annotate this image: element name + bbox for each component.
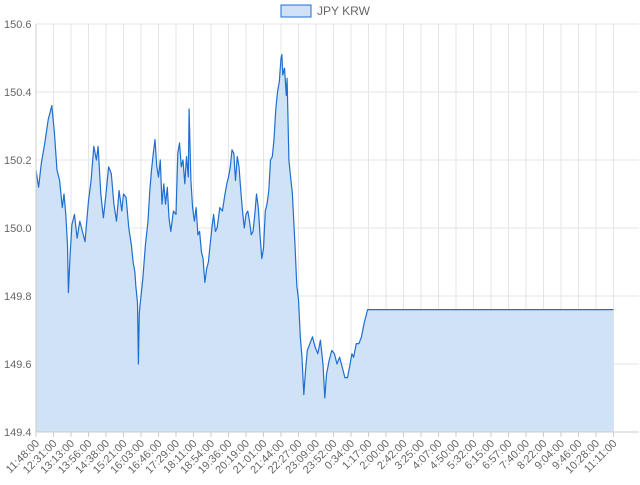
legend[interactable]: JPY KRW bbox=[280, 4, 371, 18]
series-area-layer bbox=[35, 54, 614, 432]
legend-label-jpy-krw[interactable]: JPY KRW bbox=[317, 4, 371, 18]
series-area-fill bbox=[36, 54, 614, 432]
y-tick-label: 150.2 bbox=[4, 155, 32, 167]
y-tick-label: 150.4 bbox=[4, 87, 32, 99]
legend-swatch-jpy-krw[interactable] bbox=[280, 4, 312, 18]
y-tick-label: 149.6 bbox=[4, 359, 32, 371]
y-tick-label: 149.4 bbox=[4, 427, 32, 439]
y-tick-label: 150.6 bbox=[4, 19, 32, 31]
series-line bbox=[35, 54, 614, 399]
y-tick-label: 150.0 bbox=[4, 223, 32, 235]
y-tick-label: 149.8 bbox=[4, 291, 32, 303]
